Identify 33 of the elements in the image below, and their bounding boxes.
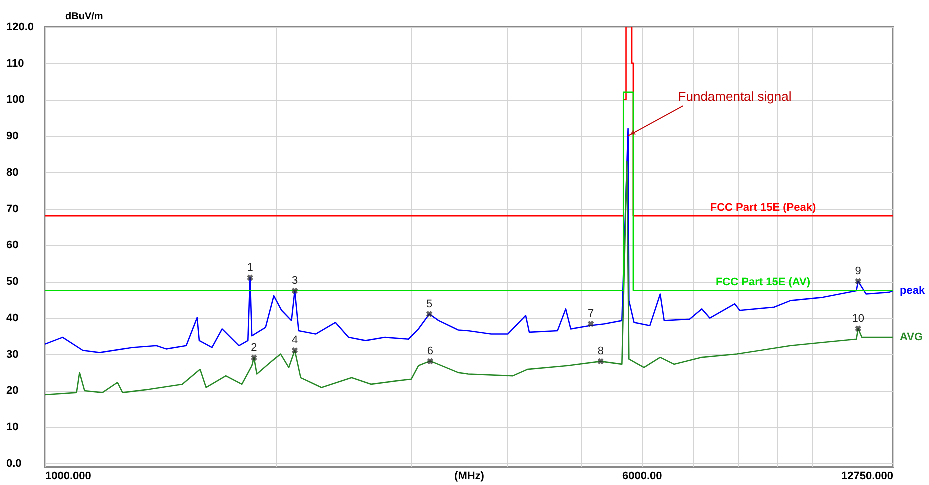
y-tick-label: 40 xyxy=(6,312,19,324)
annotation: 6 xyxy=(427,346,434,358)
y-tick-label: 100 xyxy=(6,94,25,106)
x-axis-title: (MHz) xyxy=(454,470,485,482)
annotation: Fundamental signal xyxy=(678,89,792,104)
y-tick-label: 120.0 xyxy=(6,22,34,34)
annotation: 7 xyxy=(588,308,594,320)
annotation: 5 xyxy=(426,298,433,310)
y-tick-label: 30 xyxy=(6,348,19,361)
annotation: 3 xyxy=(292,275,298,287)
series-label: peak xyxy=(900,285,926,297)
x-tick-label: 12750.000 xyxy=(842,470,894,482)
annotation: 4 xyxy=(292,334,298,347)
y-tick-label: 10 xyxy=(6,422,19,434)
y-tick-label: 70 xyxy=(6,203,19,216)
annotation: 1 xyxy=(247,262,254,274)
series-label: AVG xyxy=(900,332,924,344)
series-label: FCC Part 15E (AV) xyxy=(716,276,811,289)
y-tick-label: 20 xyxy=(6,385,19,398)
y-tick-label: 80 xyxy=(6,166,19,179)
annotation: 8 xyxy=(598,346,604,358)
y-tick-label: 50 xyxy=(6,276,19,288)
annotation: 9 xyxy=(855,266,862,278)
x-tick-label: 1000.000 xyxy=(46,470,92,482)
y-tick-label: 90 xyxy=(6,130,19,143)
y-axis-title: dBuV/m xyxy=(66,12,104,22)
annotation: 10 xyxy=(852,312,864,325)
annotation: 2 xyxy=(251,342,258,354)
x-tick-label: 6000.00 xyxy=(622,470,662,482)
y-tick-label: 0.0 xyxy=(6,458,22,470)
y-tick-label: 110 xyxy=(6,58,24,70)
series-label: FCC Part 15E (Peak) xyxy=(710,202,816,214)
y-tick-label: 60 xyxy=(6,240,19,252)
